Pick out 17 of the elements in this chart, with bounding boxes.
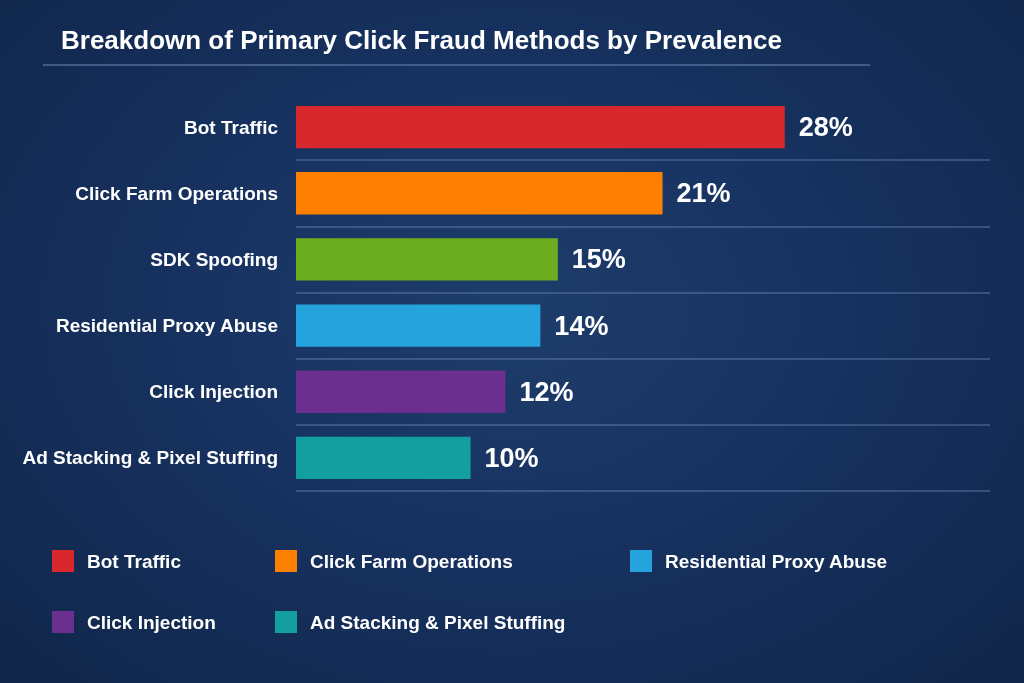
y-tick-label: Residential Proxy Abuse — [55, 315, 278, 337]
y-tick-label: Click Farm Operations — [75, 182, 278, 204]
data-label: 14% — [554, 310, 609, 341]
legend-label: Residential Proxy Abuse — [665, 550, 888, 572]
data-label: 12% — [519, 376, 574, 407]
data-label: 15% — [571, 244, 626, 275]
y-tick-label: Click Injection — [149, 381, 278, 403]
legend-label: Bot Traffic — [87, 550, 182, 572]
y-tick-label: Bot Traffic — [184, 116, 279, 138]
y-tick-label: Ad Stacking & Pixel Stuffing — [22, 447, 278, 469]
legend-label: Click Farm Operations — [310, 550, 513, 572]
chart-title: Breakdown of Primary Click Fraud Methods by Prevalence — [61, 25, 783, 55]
data-label: 10% — [484, 442, 539, 473]
data-label: 21% — [676, 178, 731, 209]
y-tick-label: SDK Spoofing — [150, 248, 278, 270]
legend-label: Ad Stacking & Pixel Stuffing — [310, 611, 566, 633]
data-label: 28% — [798, 112, 853, 143]
